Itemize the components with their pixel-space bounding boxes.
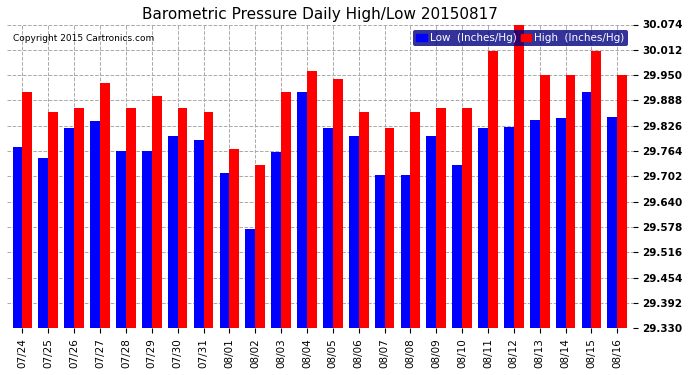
Bar	[142, 151, 152, 328]
Bar	[297, 92, 307, 328]
Bar	[177, 108, 188, 328]
Bar	[401, 175, 411, 328]
Bar	[591, 51, 601, 328]
Bar	[23, 92, 32, 328]
Bar	[39, 158, 48, 328]
Bar	[582, 92, 591, 328]
Bar	[555, 118, 566, 328]
Bar	[504, 128, 514, 328]
Bar	[462, 108, 472, 328]
Bar	[411, 112, 420, 328]
Bar	[126, 108, 136, 328]
Bar	[453, 165, 462, 328]
Bar	[229, 149, 239, 328]
Bar	[12, 147, 23, 328]
Bar	[323, 128, 333, 328]
Bar	[488, 51, 497, 328]
Bar	[618, 75, 627, 328]
Bar	[168, 136, 177, 328]
Bar	[100, 83, 110, 328]
Title: Barometric Pressure Daily High/Low 20150817: Barometric Pressure Daily High/Low 20150…	[142, 7, 497, 22]
Bar	[281, 92, 291, 328]
Bar	[271, 152, 281, 328]
Bar	[194, 140, 204, 328]
Bar	[566, 75, 575, 328]
Bar	[246, 229, 255, 328]
Bar	[375, 175, 384, 328]
Bar	[64, 128, 75, 328]
Bar	[333, 79, 343, 328]
Bar	[607, 117, 618, 328]
Bar	[48, 112, 58, 328]
Bar	[90, 121, 100, 328]
Bar	[478, 128, 488, 328]
Bar	[116, 151, 126, 328]
Bar	[540, 75, 549, 328]
Bar	[307, 71, 317, 328]
Bar	[255, 165, 265, 328]
Bar	[436, 108, 446, 328]
Legend: Low  (Inches/Hg), High  (Inches/Hg): Low (Inches/Hg), High (Inches/Hg)	[413, 30, 628, 46]
Bar	[75, 108, 84, 328]
Bar	[204, 112, 213, 328]
Bar	[152, 96, 161, 328]
Bar	[384, 128, 395, 328]
Bar	[349, 136, 359, 328]
Bar	[219, 173, 229, 328]
Bar	[530, 120, 540, 328]
Bar	[359, 112, 368, 328]
Bar	[426, 136, 436, 328]
Bar	[514, 24, 524, 328]
Text: Copyright 2015 Cartronics.com: Copyright 2015 Cartronics.com	[13, 34, 155, 43]
